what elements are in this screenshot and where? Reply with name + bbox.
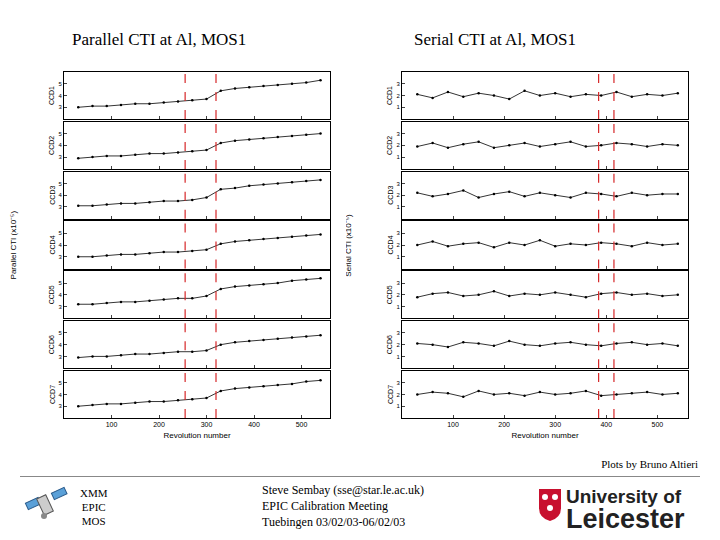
svg-text:2: 2 [396, 392, 400, 398]
svg-text:3: 3 [396, 380, 400, 386]
svg-text:5: 5 [58, 131, 62, 137]
svg-text:3: 3 [396, 131, 400, 137]
svg-text:Revolution number: Revolution number [163, 431, 230, 440]
svg-text:4: 4 [58, 342, 62, 348]
svg-text:5: 5 [58, 380, 62, 386]
svg-text:300: 300 [201, 421, 213, 428]
svg-text:1: 1 [396, 354, 400, 360]
svg-text:CCD2: CCD2 [49, 136, 56, 155]
svg-text:100: 100 [106, 421, 118, 428]
svg-text:300: 300 [549, 421, 561, 428]
html-text:Leicester: Leicester [566, 504, 685, 534]
svg-text:1: 1 [396, 204, 400, 210]
svg-text:100: 100 [447, 421, 459, 428]
html-text:EPIC Calibration Meeting: EPIC Calibration Meeting [262, 499, 388, 513]
html-text:Serial CTI at Al, MOS1: Serial CTI at Al, MOS1 [414, 30, 576, 49]
svg-text:3: 3 [58, 154, 62, 160]
svg-text:4: 4 [58, 392, 62, 398]
svg-text:2: 2 [396, 142, 400, 148]
svg-text:2: 2 [396, 192, 400, 198]
svg-text:2: 2 [396, 242, 400, 248]
svg-text:3: 3 [58, 304, 62, 310]
svg-text:CCD1: CCD1 [387, 86, 394, 105]
svg-text:Serial CTI (x10⁻⁵): Serial CTI (x10⁻⁵) [346, 214, 353, 277]
svg-text:500: 500 [296, 421, 308, 428]
svg-text:3: 3 [58, 204, 62, 210]
svg-text:500: 500 [652, 421, 664, 428]
svg-text:3: 3 [396, 330, 400, 336]
svg-text:3: 3 [58, 254, 62, 260]
svg-text:CCD3: CCD3 [49, 186, 56, 205]
svg-text:CCD6: CCD6 [49, 335, 56, 354]
svg-text:CCD3: CCD3 [387, 186, 394, 205]
svg-text:1: 1 [396, 254, 400, 260]
svg-text:4: 4 [58, 242, 62, 248]
svg-text:CCD2: CCD2 [387, 136, 394, 155]
svg-text:CCD4: CCD4 [49, 235, 56, 254]
svg-text:CCD5: CCD5 [387, 285, 394, 304]
svg-text:4: 4 [58, 292, 62, 298]
svg-text:200: 200 [153, 421, 165, 428]
svg-text:3: 3 [58, 354, 62, 360]
svg-text:1: 1 [396, 154, 400, 160]
svg-text:3: 3 [396, 280, 400, 286]
svg-text:1: 1 [396, 403, 400, 409]
svg-text:CCD7: CCD7 [49, 385, 56, 404]
svg-text:5: 5 [58, 181, 62, 187]
svg-text:Revolution number: Revolution number [511, 431, 578, 440]
svg-text:CCD4: CCD4 [387, 235, 394, 254]
svg-text:5: 5 [58, 280, 62, 286]
html-text:Steve Sembay (sse@star.le.ac.u: Steve Sembay (sse@star.le.ac.uk) [262, 483, 424, 497]
svg-text:3: 3 [58, 403, 62, 409]
svg-text:Parallel CTI (x10⁻⁵): Parallel CTI (x10⁻⁵) [9, 211, 18, 280]
svg-text:1: 1 [396, 104, 400, 110]
svg-text:3: 3 [396, 230, 400, 236]
html-text:XMM: XMM [80, 487, 108, 499]
svg-text:3: 3 [396, 181, 400, 187]
html-text:Parallel CTI at Al, MOS1: Parallel CTI at Al, MOS1 [72, 30, 247, 49]
html-text:EPIC: EPIC [81, 501, 106, 513]
html-text:MOS: MOS [81, 515, 106, 527]
svg-text:CCD7: CCD7 [387, 385, 394, 404]
svg-text:3: 3 [58, 104, 62, 110]
svg-text:4: 4 [58, 192, 62, 198]
svg-text:CCD1: CCD1 [49, 86, 56, 105]
html-text:Plots by Bruno Altieri: Plots by Bruno Altieri [601, 458, 698, 470]
svg-text:4: 4 [58, 93, 62, 99]
html-text:University of: University of [566, 486, 682, 507]
svg-text:200: 200 [498, 421, 510, 428]
svg-text:5: 5 [58, 330, 62, 336]
svg-text:3: 3 [396, 81, 400, 87]
svg-text:2: 2 [396, 93, 400, 99]
svg-text:CCD5: CCD5 [49, 285, 56, 304]
svg-text:1: 1 [396, 304, 400, 310]
svg-text:2: 2 [396, 342, 400, 348]
svg-text:4: 4 [58, 142, 62, 148]
html-text:Tuebingen 03/02/03-06/02/03: Tuebingen 03/02/03-06/02/03 [262, 515, 406, 529]
svg-text:5: 5 [58, 81, 62, 87]
svg-text:5: 5 [58, 230, 62, 236]
svg-text:CCD6: CCD6 [387, 335, 394, 354]
svg-text:400: 400 [248, 421, 260, 428]
svg-text:400: 400 [600, 421, 612, 428]
svg-text:2: 2 [396, 292, 400, 298]
